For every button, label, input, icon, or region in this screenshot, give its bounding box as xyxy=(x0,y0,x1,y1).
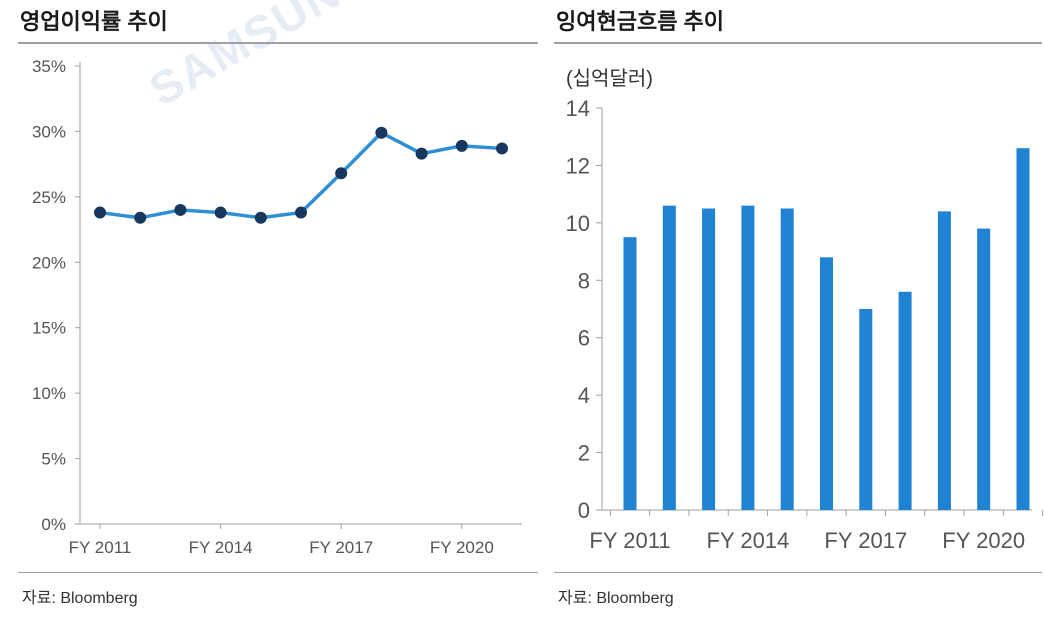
right-source-note: 자료: Bloomberg xyxy=(558,590,674,607)
operating-margin-panel: SAMSUNG SE 영업이익률 추이 0% 5% 10% 15% 20% 25% 30% 3… xyxy=(18,0,538,607)
y-tick-label: 20% xyxy=(32,253,66,272)
title-divider xyxy=(554,42,1042,44)
x-tick-label: FY 2020 xyxy=(942,528,1025,553)
x-tick-label: FY 2014 xyxy=(707,528,790,553)
right-chart-title: 잉여현금흐름 추이 xyxy=(556,9,725,34)
operating-margin-line xyxy=(99,130,503,220)
fcf-bar xyxy=(1016,148,1030,510)
data-point xyxy=(94,206,106,219)
footer-divider xyxy=(554,572,1042,573)
y-tick-label: 4 xyxy=(578,383,590,408)
free-cash-flow-bar-chart: 0 2 4 6 8 10 12 14 FY 2011 FY 2014 FY 2017 FY 2020 xyxy=(566,96,1044,553)
x-tick-label: FY 2020 xyxy=(430,538,494,557)
data-point xyxy=(174,203,187,216)
data-point xyxy=(496,142,508,155)
fcf-bar xyxy=(623,237,637,510)
x-tick-label: FY 2017 xyxy=(824,528,907,553)
y-tick-label: 8 xyxy=(578,268,590,293)
fcf-bar xyxy=(937,211,951,510)
x-tick-label: FY 2017 xyxy=(309,538,373,557)
fcf-bar xyxy=(741,205,755,510)
fcf-bar xyxy=(977,228,991,510)
data-point xyxy=(134,211,147,224)
y-tick-label: 12 xyxy=(566,153,590,178)
y-tick-label: 35% xyxy=(32,57,66,76)
y-tick-label: 5% xyxy=(41,450,66,469)
free-cash-flow-panel: 잉여현금흐름 추이 (십억달러) 0 2 4 6 8 10 12 14 FY 2011 FY 20… xyxy=(548,0,1044,624)
y-tick-label: 30% xyxy=(32,122,66,141)
y-tick-label: 0% xyxy=(41,515,66,534)
y-tick-label: 2 xyxy=(578,441,590,466)
y-tick-label: 6 xyxy=(578,326,590,351)
data-point xyxy=(455,139,468,152)
fcf-bar xyxy=(820,257,833,510)
y-tick-label: 0 xyxy=(578,498,590,523)
y-tick-label: 10 xyxy=(566,211,590,236)
fcf-bar xyxy=(859,309,873,510)
fcf-bar xyxy=(780,208,794,510)
unit-label: (십억달러) xyxy=(566,68,653,90)
fcf-bar xyxy=(662,205,676,510)
y-tick-label: 15% xyxy=(32,319,66,338)
y-tick-label: 10% xyxy=(32,384,66,403)
data-point xyxy=(254,211,267,224)
operating-margin-line-chart: 0% 5% 10% 15% 20% 25% 30% 35% FY 2011 FY 2014 FY 2… xyxy=(32,57,522,557)
left-chart-title: 영업이익률 추이 xyxy=(20,9,168,34)
x-tick-label: FY 2014 xyxy=(189,538,253,557)
left-source-note: 자료: Bloomberg xyxy=(22,590,138,607)
title-divider xyxy=(18,42,538,44)
data-point xyxy=(375,126,388,139)
x-tick-label: FY 2011 xyxy=(589,528,670,553)
y-tick-label: 14 xyxy=(566,96,590,121)
y-tick-label: 25% xyxy=(32,188,66,207)
data-point xyxy=(335,167,348,180)
x-tick-label: FY 2011 xyxy=(69,538,132,557)
data-point xyxy=(295,206,307,219)
data-point xyxy=(415,147,428,160)
fcf-bar xyxy=(898,291,912,510)
footer-divider xyxy=(18,572,538,573)
data-point xyxy=(214,206,227,219)
fcf-bar xyxy=(702,208,716,510)
